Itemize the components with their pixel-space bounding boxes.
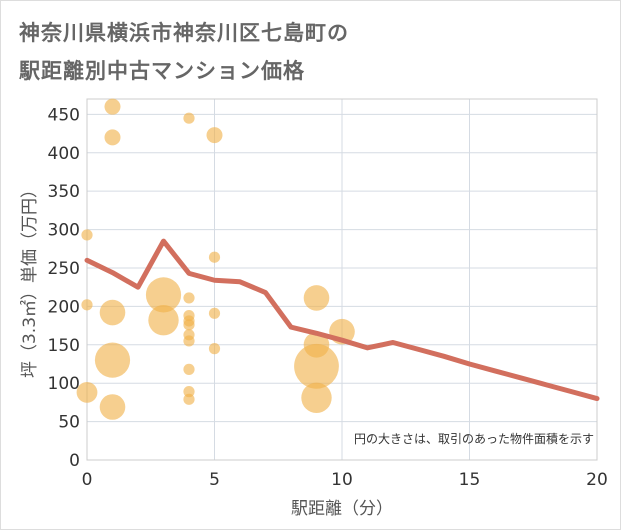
bubble-7	[99, 394, 126, 420]
tick-labels: 0 50 100 150 200 250 300 350 400 450 0 5 10 15 20	[48, 105, 608, 490]
bubble-size-note: 円の大きさは、取引のあった物件面積を示す	[354, 431, 594, 446]
bubble-8	[145, 277, 182, 313]
y-tick-label-4: 200	[48, 297, 80, 317]
y-tick-label-7: 350	[48, 182, 80, 202]
bubble-1	[81, 299, 93, 311]
bubble-26	[294, 343, 339, 389]
bubble-22	[208, 307, 221, 319]
bubble-24	[303, 285, 330, 311]
bubble-5	[99, 299, 126, 326]
y-tick-label-3: 150	[48, 336, 80, 356]
x-tick-label-1: 5	[209, 470, 220, 490]
bubbles	[76, 98, 355, 420]
bubble-20	[206, 127, 223, 144]
y-tick-label-0: 0	[69, 451, 80, 471]
bubble-11	[183, 292, 195, 304]
bubble-19	[183, 393, 195, 405]
y-tick-label-8: 400	[48, 144, 80, 164]
bubble-16	[183, 335, 195, 347]
x-tick-label-3: 15	[459, 470, 481, 490]
x-tick-label-0: 0	[82, 470, 93, 490]
average-line	[84, 238, 600, 402]
bubble-0	[81, 229, 93, 241]
bubble-4	[104, 129, 121, 146]
x-tick-label-2: 10	[331, 470, 353, 490]
bubble-23	[208, 343, 221, 355]
bubble-21	[208, 251, 221, 263]
y-tick-label-5: 250	[48, 259, 80, 279]
y-tick-label-1: 50	[58, 413, 80, 433]
bubble-9	[148, 305, 179, 336]
bubble-17	[183, 363, 195, 375]
x-axis-title: 駅距離（分）	[291, 499, 393, 519]
bubble-3	[104, 98, 121, 115]
bubble-2	[76, 382, 98, 403]
bubble-18	[183, 386, 195, 398]
chart-title-line-2: 駅距離別中古マンション価格	[19, 59, 305, 83]
bubble-14	[183, 319, 195, 331]
bubble-6	[94, 342, 131, 378]
bubble-10	[183, 112, 195, 124]
y-tick-label-2: 100	[48, 374, 80, 394]
y-axis-title: 坪（3.3㎡）単価（万円）	[20, 181, 40, 378]
average-price-line	[84, 238, 600, 402]
plot-area-border	[86, 98, 598, 461]
y-tick-label-6: 300	[48, 221, 80, 241]
bubble-27	[301, 382, 332, 413]
y-tick-label-9: 450	[48, 105, 80, 125]
chart-title-line-1: 神奈川県横浜市神奈川区七島町の	[19, 21, 349, 45]
x-tick-label-4: 20	[586, 470, 608, 490]
